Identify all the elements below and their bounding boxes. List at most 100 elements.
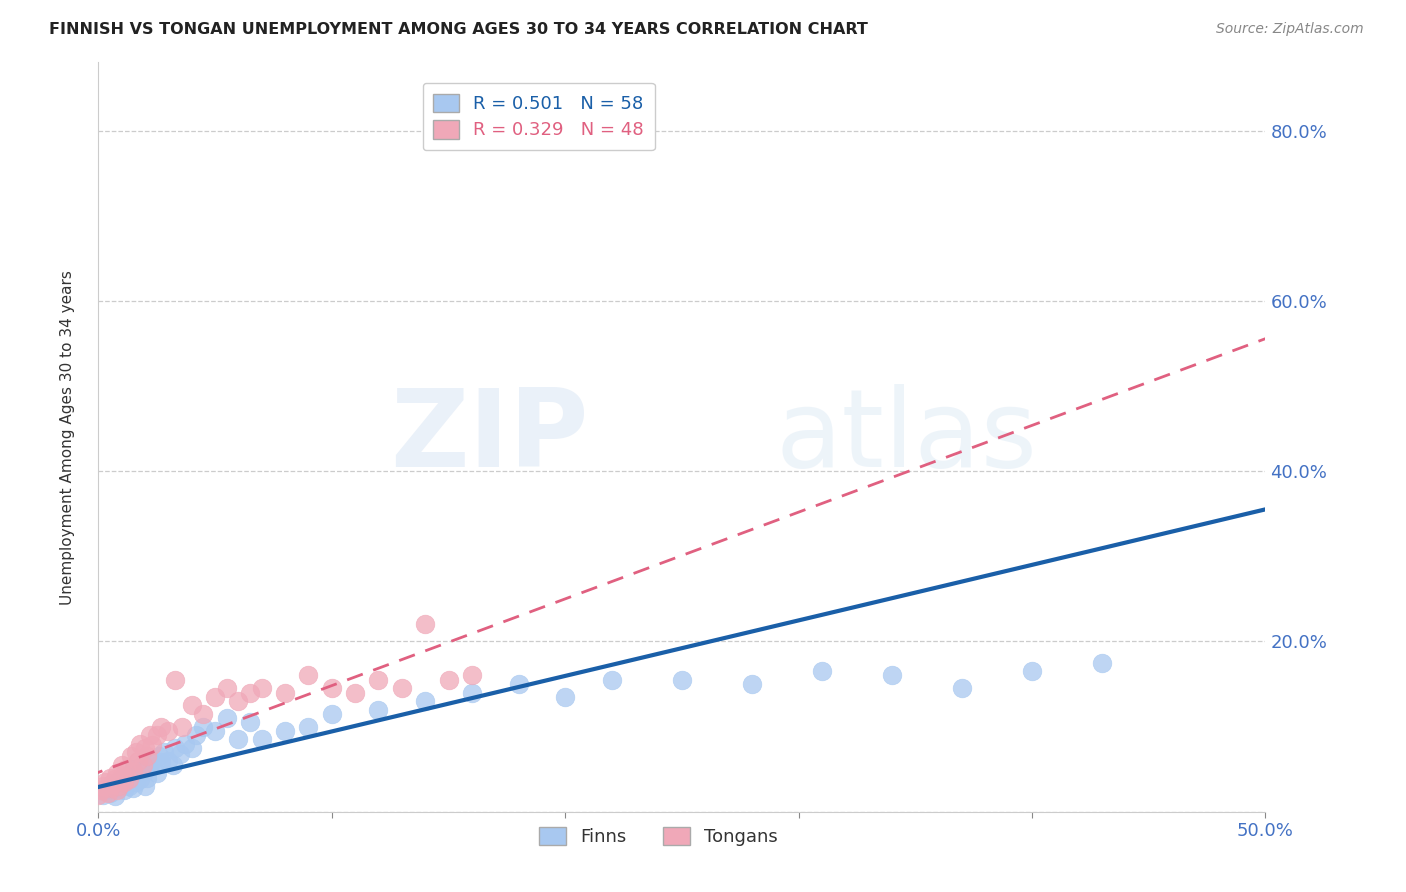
Text: Source: ZipAtlas.com: Source: ZipAtlas.com bbox=[1216, 22, 1364, 37]
Point bbox=[297, 668, 319, 682]
Point bbox=[148, 749, 170, 764]
Point bbox=[193, 720, 215, 734]
Point bbox=[508, 677, 530, 691]
Legend: Finns, Tongans: Finns, Tongans bbox=[530, 818, 787, 855]
Point bbox=[141, 739, 163, 753]
Point bbox=[150, 720, 173, 734]
Y-axis label: Unemployment Among Ages 30 to 34 years: Unemployment Among Ages 30 to 34 years bbox=[60, 269, 75, 605]
Point bbox=[115, 772, 138, 787]
Point bbox=[239, 685, 262, 699]
Point bbox=[321, 706, 343, 721]
Point bbox=[134, 764, 156, 778]
Point bbox=[136, 749, 159, 764]
Text: ZIP: ZIP bbox=[389, 384, 589, 490]
Point bbox=[157, 723, 180, 738]
Point bbox=[122, 764, 145, 778]
Point bbox=[413, 617, 436, 632]
Point bbox=[120, 766, 142, 780]
Point bbox=[108, 779, 131, 793]
Point bbox=[172, 720, 194, 734]
Point bbox=[105, 775, 128, 789]
Point bbox=[169, 747, 191, 761]
Point bbox=[413, 694, 436, 708]
Point bbox=[98, 780, 121, 795]
Point bbox=[132, 758, 155, 772]
Point bbox=[193, 706, 215, 721]
Point bbox=[134, 740, 156, 755]
Point bbox=[162, 758, 184, 772]
Point bbox=[134, 779, 156, 793]
Point bbox=[94, 775, 117, 789]
Point bbox=[129, 737, 152, 751]
Point bbox=[127, 769, 149, 783]
Point bbox=[98, 771, 121, 785]
Point bbox=[1091, 656, 1114, 670]
Point bbox=[87, 788, 110, 802]
Point bbox=[554, 690, 576, 704]
Point bbox=[880, 668, 903, 682]
Point bbox=[132, 758, 155, 772]
Point bbox=[91, 788, 114, 802]
Point bbox=[204, 723, 226, 738]
Point bbox=[437, 673, 460, 687]
Point bbox=[215, 681, 238, 696]
Point bbox=[150, 756, 173, 770]
Point bbox=[228, 732, 250, 747]
Point bbox=[129, 772, 152, 787]
Point bbox=[111, 769, 134, 783]
Point bbox=[139, 758, 162, 772]
Point bbox=[101, 777, 124, 791]
Point bbox=[1021, 664, 1043, 678]
Point bbox=[950, 681, 973, 696]
Point bbox=[111, 771, 134, 785]
Point bbox=[112, 783, 135, 797]
Point bbox=[91, 779, 114, 793]
Point bbox=[115, 762, 138, 776]
Point bbox=[321, 681, 343, 696]
Point bbox=[125, 775, 148, 789]
Point bbox=[105, 783, 128, 797]
Point bbox=[120, 749, 142, 764]
Point bbox=[180, 698, 202, 713]
Point bbox=[146, 728, 169, 742]
Point bbox=[152, 745, 174, 759]
Point bbox=[90, 783, 112, 797]
Point bbox=[250, 681, 273, 696]
Point bbox=[111, 777, 134, 791]
Point bbox=[146, 766, 169, 780]
Point bbox=[811, 664, 834, 678]
Point bbox=[367, 702, 389, 716]
Point bbox=[228, 694, 250, 708]
Point bbox=[461, 685, 484, 699]
Point bbox=[139, 728, 162, 742]
Point bbox=[105, 766, 128, 780]
Point bbox=[104, 789, 127, 804]
Point bbox=[127, 754, 149, 768]
Point bbox=[600, 673, 623, 687]
Point bbox=[108, 780, 131, 795]
Point bbox=[97, 783, 120, 797]
Point bbox=[122, 762, 145, 776]
Point bbox=[118, 779, 141, 793]
Point bbox=[180, 740, 202, 755]
Point bbox=[344, 685, 367, 699]
Point bbox=[101, 779, 124, 793]
Point bbox=[122, 780, 145, 795]
Point bbox=[112, 775, 135, 789]
Point bbox=[297, 720, 319, 734]
Point bbox=[250, 732, 273, 747]
Point bbox=[186, 728, 208, 742]
Point bbox=[165, 740, 187, 755]
Point bbox=[239, 715, 262, 730]
Point bbox=[741, 677, 763, 691]
Text: atlas: atlas bbox=[775, 384, 1038, 490]
Point bbox=[111, 758, 134, 772]
Point bbox=[671, 673, 693, 687]
Point bbox=[136, 771, 159, 785]
Point bbox=[274, 723, 297, 738]
Point bbox=[118, 772, 141, 787]
Text: FINNISH VS TONGAN UNEMPLOYMENT AMONG AGES 30 TO 34 YEARS CORRELATION CHART: FINNISH VS TONGAN UNEMPLOYMENT AMONG AGE… bbox=[49, 22, 868, 37]
Point bbox=[391, 681, 413, 696]
Point bbox=[215, 711, 238, 725]
Point bbox=[97, 786, 120, 800]
